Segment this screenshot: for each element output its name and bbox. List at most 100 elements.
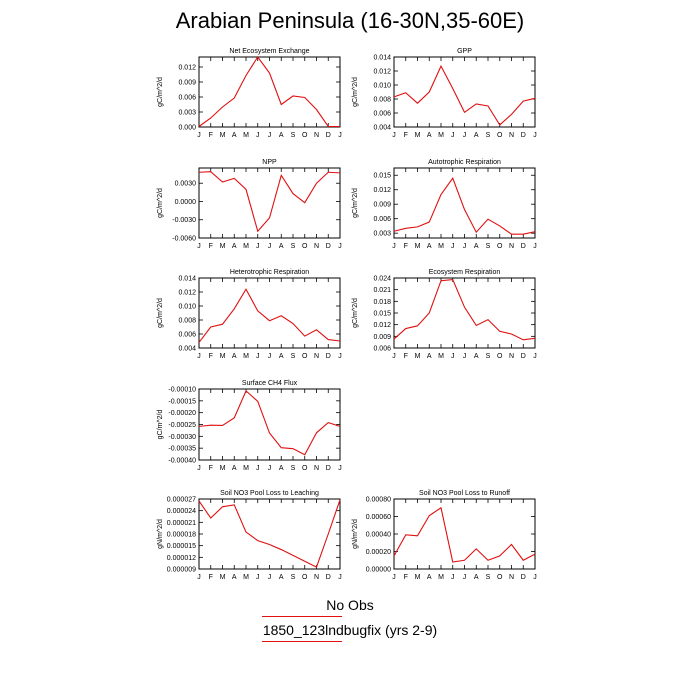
y-tick-label: -0.0030 — [172, 217, 196, 224]
x-tick-label: A — [232, 574, 237, 581]
y-tick-label: -0.00030 — [168, 434, 196, 441]
y-tick-label: -0.00020 — [168, 410, 196, 417]
x-tick-label: O — [302, 243, 308, 250]
legend-model-label: 1850_123lndbugfix (yrs 2-9) — [262, 622, 438, 638]
legend-obs-line — [262, 616, 342, 617]
y-tick-label: 0.008 — [178, 318, 196, 325]
y-axis-label: gN/m^2/d — [352, 519, 359, 549]
series-line — [198, 389, 341, 456]
x-tick-label: A — [427, 574, 432, 581]
y-tick-label: 0.021 — [373, 287, 391, 294]
panel-title: NPP — [262, 159, 277, 166]
x-tick-label: J — [268, 465, 272, 472]
x-tick-label: A — [232, 353, 237, 360]
x-tick-label: J — [338, 465, 342, 472]
y-tick-label: 0.014 — [178, 276, 196, 283]
x-tick-label: J — [463, 574, 467, 581]
y-axis-label: gC/m^2/d — [352, 77, 359, 107]
x-tick-label: J — [392, 243, 396, 250]
x-tick-label: A — [474, 353, 479, 360]
x-tick-label: S — [291, 465, 296, 472]
x-tick-label: J — [256, 353, 260, 360]
y-tick-label: 0.0030 — [175, 181, 197, 188]
x-tick-label: M — [220, 243, 226, 250]
y-tick-label: -0.00010 — [168, 387, 196, 394]
y-tick-label: 0.000015 — [167, 543, 196, 550]
y-tick-label: -0.0060 — [172, 236, 196, 243]
y-tick-label: 0.009 — [373, 334, 391, 341]
y-axis-label: gN/m^2/d — [157, 519, 164, 549]
series-line — [198, 171, 341, 233]
x-tick-label: A — [427, 353, 432, 360]
x-tick-label: A — [232, 243, 237, 250]
x-tick-label: A — [279, 353, 284, 360]
y-tick-label: 0.012 — [373, 187, 391, 194]
series-line — [393, 64, 536, 126]
y-tick-label: 0.00060 — [366, 514, 391, 521]
x-tick-label: M — [243, 465, 249, 472]
x-tick-label: J — [338, 243, 342, 250]
x-tick-label: M — [243, 243, 249, 250]
x-tick-label: M — [243, 353, 249, 360]
legend-obs-label: No Obs — [326, 597, 374, 613]
x-tick-label: D — [521, 353, 526, 360]
x-tick-label: J — [268, 243, 272, 250]
x-tick-label: M — [243, 574, 249, 581]
x-tick-label: O — [497, 353, 503, 360]
x-tick-label: A — [474, 243, 479, 250]
panel-title: Autotrophic Respiration — [428, 159, 501, 166]
x-tick-label: J — [533, 574, 537, 581]
x-tick-label: N — [509, 353, 514, 360]
page-title: Arabian Peninsula (16-30N,35-60E) — [175, 8, 525, 33]
x-tick-label: M — [220, 465, 226, 472]
y-tick-label: 0.00020 — [366, 549, 391, 556]
x-tick-label: J — [463, 353, 467, 360]
y-tick-label: 0.003 — [178, 110, 196, 117]
x-tick-label: S — [486, 574, 491, 581]
y-tick-label: 0.015 — [373, 173, 391, 180]
y-tick-label: -0.00025 — [168, 422, 196, 429]
y-axis-label: gC/m^2/d — [157, 188, 164, 218]
x-tick-label: N — [509, 132, 514, 139]
x-tick-label: J — [463, 243, 467, 250]
series-line — [198, 288, 341, 343]
x-tick-label: F — [404, 353, 408, 360]
x-tick-label: J — [338, 574, 342, 581]
y-tick-label: 0.00080 — [366, 497, 391, 504]
x-tick-label: M — [220, 353, 226, 360]
series-line — [198, 499, 341, 568]
x-tick-label: M — [438, 243, 444, 250]
x-tick-label: J — [451, 132, 455, 139]
x-tick-label: S — [486, 132, 491, 139]
x-tick-label: J — [451, 353, 455, 360]
y-tick-label: 0.000018 — [167, 532, 196, 539]
x-tick-label: M — [438, 574, 444, 581]
x-tick-label: J — [268, 132, 272, 139]
x-tick-label: O — [302, 132, 308, 139]
x-tick-label: M — [415, 574, 421, 581]
y-tick-label: 0.000012 — [167, 555, 196, 562]
y-tick-label: 0.004 — [373, 125, 391, 132]
plot-frame — [198, 56, 341, 128]
y-tick-label: 0.006 — [178, 332, 196, 339]
panel-title: Ecosystem Respiration — [429, 269, 501, 276]
x-tick-label: F — [404, 574, 408, 581]
panel-title: Surface CH4 Flux — [242, 380, 298, 387]
y-tick-label: 0.012 — [373, 69, 391, 76]
x-tick-label: J — [451, 574, 455, 581]
y-tick-label: 0.000 — [178, 125, 196, 132]
panel-title: Soil NO3 Pool Loss to Runoff — [419, 490, 510, 497]
x-tick-label: N — [314, 353, 319, 360]
y-tick-label: 0.000009 — [167, 567, 196, 574]
x-tick-label: N — [314, 243, 319, 250]
x-tick-label: F — [404, 132, 408, 139]
y-axis-label: gC/m^2/d — [157, 410, 164, 440]
x-tick-label: J — [197, 465, 201, 472]
y-tick-label: 0.024 — [373, 276, 391, 283]
y-tick-label: -0.00015 — [168, 398, 196, 405]
panel-title: GPP — [457, 48, 472, 55]
y-tick-label: 0.000027 — [167, 497, 196, 504]
x-tick-label: J — [392, 574, 396, 581]
y-axis-label: gC/m^2/d — [157, 77, 164, 107]
x-tick-label: D — [326, 353, 331, 360]
